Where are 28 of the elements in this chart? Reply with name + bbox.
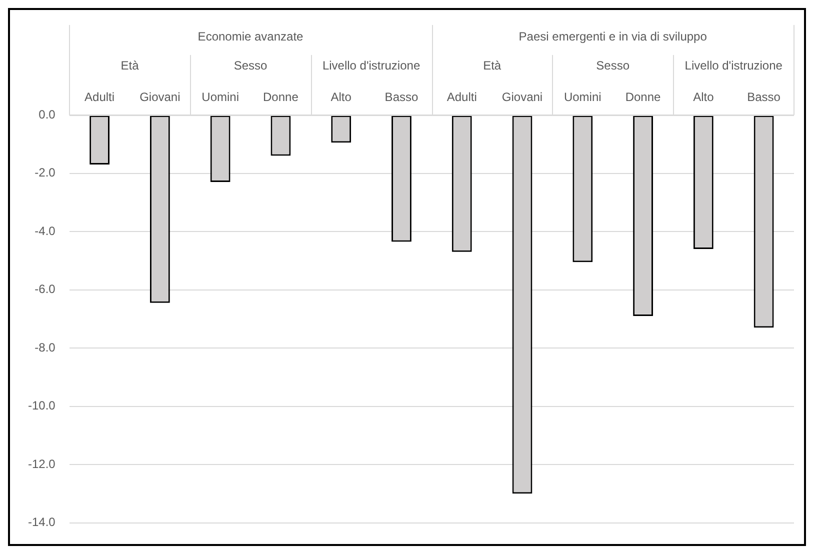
x-tick-label: Giovani <box>140 90 180 104</box>
x-tick-label: Giovani <box>502 90 543 104</box>
y-tick-label: -8.0 <box>34 340 56 354</box>
text: Sesso <box>596 58 630 72</box>
x-tick-label: Basso <box>384 90 418 104</box>
x-tick-label: Uomini <box>564 90 602 104</box>
y-tick-label: 0.0 <box>38 107 56 122</box>
y-tick-label: -12.0 <box>28 456 56 471</box>
text: Economie avanzate <box>198 29 304 44</box>
y-tick-label: -4.0 <box>34 224 56 238</box>
text: Sesso <box>234 58 268 72</box>
x-tick-label: Uomini <box>202 90 239 104</box>
y-tick-label: -2.0 <box>34 166 56 180</box>
text: Livello d'istruzione <box>322 58 420 72</box>
text: Paesi emergenti e in via di sviluppo <box>518 29 708 44</box>
x-tick-label: Adulti <box>446 90 477 104</box>
x-tick-label: Basso <box>747 90 781 104</box>
y-tick-label: -6.0 <box>34 282 56 296</box>
x-tick-label: Alto <box>693 90 714 104</box>
text: Età <box>120 58 140 72</box>
y-tick-label: -14.0 <box>28 515 56 530</box>
text: Livello d'istruzione <box>684 58 783 72</box>
x-tick-label: Donne <box>263 90 299 104</box>
x-tick-label: Adulti <box>84 90 115 104</box>
x-tick-label: Alto <box>330 90 352 104</box>
text: Età <box>483 58 502 72</box>
x-tick-label: Donne <box>625 90 662 104</box>
y-tick-label: -10.0 <box>28 398 56 413</box>
